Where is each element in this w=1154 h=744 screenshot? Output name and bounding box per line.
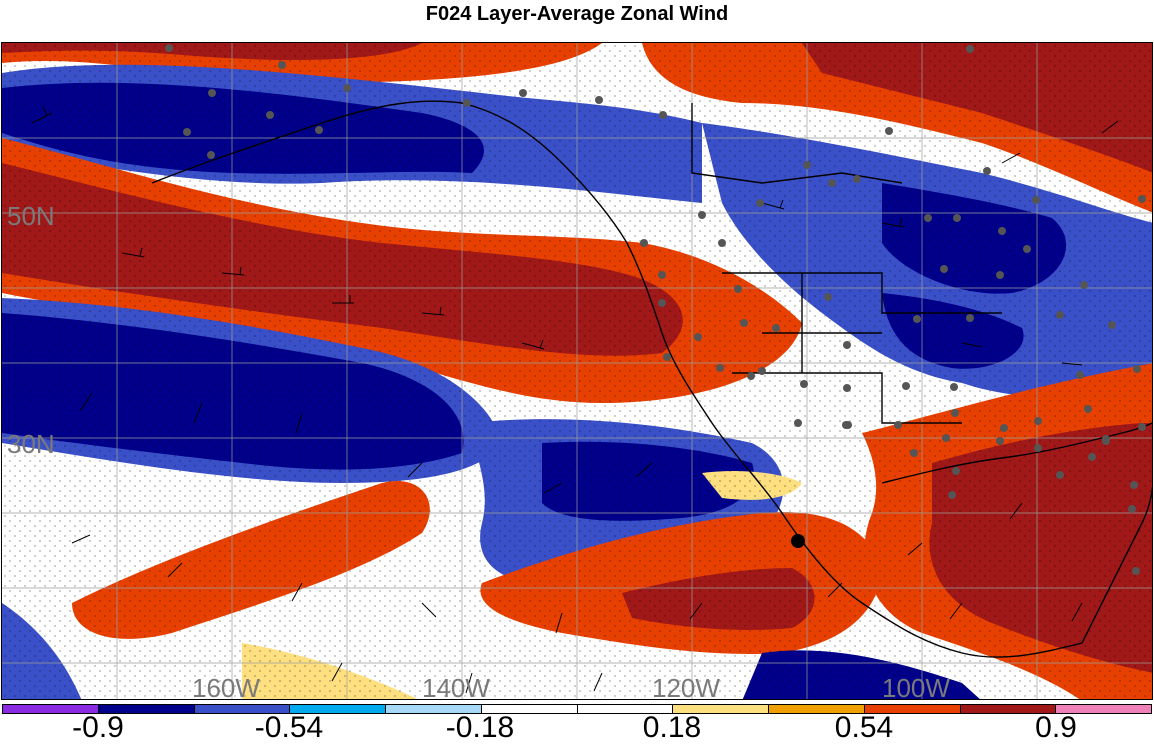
colorbar-label: 0.18 [642,711,702,744]
lat-label-30n: 30N [7,429,55,459]
colorbar-swatch [864,705,961,713]
wind-barbs [31,106,1119,694]
colorbar-label: 0.9 [1035,711,1077,744]
station-markers [165,44,1146,575]
highlighted-station-marker [791,534,805,548]
colorbar-label: -0.54 [254,711,324,744]
colorbar-swatch [386,705,482,713]
colorbar-swatch [194,705,291,713]
chart-title: F024 Layer-Average Zonal Wind [425,3,729,25]
colorbar [2,704,1152,714]
graticule [2,43,1152,699]
wind-map [2,43,1152,699]
colorbar-swatch [3,705,99,713]
colorbar-swatch [98,705,195,713]
lon-label-160w: 160W [192,673,260,700]
colorbar-swatch [481,705,578,713]
colorbar-swatch [1056,705,1151,713]
colorbar-swatch [960,705,1057,713]
colorbar-label: 0.54 [834,711,894,744]
coastlines [151,100,1152,658]
map-panel: 50N 30N 160W 140W 120W 100W [1,42,1153,700]
colorbar-swatch [290,705,386,713]
lon-label-100w: 100W [882,673,950,700]
lon-label-120w: 120W [652,673,720,700]
colorbar-swatch [769,705,865,713]
colorbar-label: -0.9 [72,711,124,744]
colorbar-label: -0.18 [445,711,515,744]
lat-label-50n: 50N [7,201,55,231]
colorbar-swatch [577,705,674,713]
colorbar-swatch [673,705,769,713]
lon-label-140w: 140W [422,673,490,700]
contour-fill [2,43,1152,699]
